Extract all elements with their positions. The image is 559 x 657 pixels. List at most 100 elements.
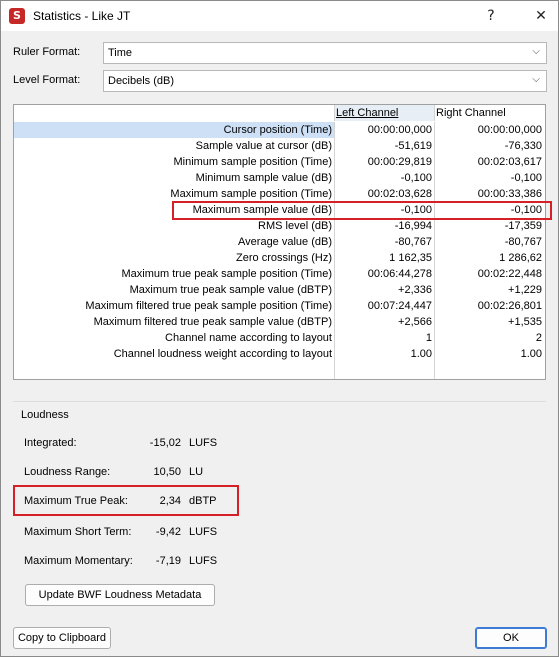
loudness-range-value: 10,50 [153,466,181,478]
right-channel-cell: 1 286,62 [434,250,544,266]
row-label: Maximum filtered true peak sample positi… [85,300,332,312]
right-channel-cell: +1,229 [434,282,544,298]
empty-table-row [14,362,545,378]
header-blank [14,105,334,121]
left-channel-cell: +2,566 [334,314,434,330]
left-channel-cell: 1.00 [334,346,434,362]
right-channel-cell: 00:00:00,000 [434,122,544,138]
table-row[interactable]: Maximum sample position (Time) 00:02:03,6… [14,186,545,202]
row-label: Maximum filtered true peak sample value … [93,316,332,328]
chevron-down-icon: ⌵ [532,46,540,57]
ruler-format-label: Ruler Format: [13,46,81,58]
row-label: Channel name according to layout [165,332,332,344]
row-label: Maximum sample value (dB) [192,204,332,216]
right-channel-cell: 00:02:26,801 [434,298,544,314]
header-right-channel[interactable]: Right Channel [434,105,544,121]
empty-table-row [14,378,545,379]
table-row[interactable]: Sample value at cursor (dB) -51,619 -76,33… [14,138,545,154]
right-channel-cell: -17,359 [434,218,544,234]
empty-cell [334,362,434,378]
left-channel-cell: 1 162,35 [334,250,434,266]
right-channel-cell: -0,100 [434,202,544,218]
left-channel-cell: -16,994 [334,218,434,234]
right-channel-cell: 1.00 [434,346,544,362]
left-channel-cell: 00:00:29,819 [334,154,434,170]
level-format-select[interactable]: Decibels (dB) ⌵ [103,70,547,92]
table-row[interactable]: Maximum true peak sample position (Time)… [14,266,545,282]
left-channel-cell: -0,100 [334,170,434,186]
ruler-format-value: Time [108,47,133,59]
loudness-range-label: Loudness Range: [24,466,111,478]
integrated-value: -15,02 [149,437,181,449]
close-button[interactable]: ✕ [535,8,547,24]
table-header-row: Left Channel Right Channel [14,105,545,121]
right-channel-cell: -0,100 [434,170,544,186]
table-row[interactable]: Maximum true peak sample value (dBTP) +2,… [14,282,545,298]
help-button[interactable]: ? [487,8,495,24]
title-bar: S Statistics - Like JT ? ✕ [1,1,558,31]
table-row[interactable]: Average value (dB) -80,767 -80,767 [14,234,545,250]
left-channel-cell: 00:02:03,628 [334,186,434,202]
table-row[interactable]: Minimum sample value (dB) -0,100 -0,100 [14,170,545,186]
window-title: Statistics - Like JT [33,9,131,23]
max-short-term-unit: LUFS [189,526,218,538]
right-channel-cell: -80,767 [434,234,544,250]
loudness-title: Loudness [21,409,69,421]
left-channel-cell: -51,619 [334,138,434,154]
max-short-term-label: Maximum Short Term: [24,526,132,538]
row-label: RMS level (dB) [258,220,332,232]
integrated-label: Integrated: [24,437,77,449]
chevron-down-icon: ⌵ [532,74,540,85]
loudness-range-unit: LU [189,466,204,478]
row-label: Zero crossings (Hz) [236,252,332,264]
table-row[interactable]: Minimum sample position (Time) 00:00:29,8… [14,154,545,170]
row-label: Average value (dB) [238,236,332,248]
level-format-value: Decibels (dB) [108,75,175,87]
right-channel-cell: 00:00:33,386 [434,186,544,202]
max-momentary-value: -7,19 [155,555,181,567]
table-row[interactable]: Cursor position (Time) 00:00:00,000 00:00:… [14,122,545,138]
table-row[interactable]: Zero crossings (Hz) 1 162,35 1 286,62 [14,250,545,266]
max-true-peak-value: 2,34 [159,495,181,507]
statistics-table[interactable]: Left Channel Right Channel Cursor positi… [13,104,546,380]
empty-cell [14,378,334,379]
table-row[interactable]: Channel loudness weight according to lay… [14,346,545,362]
left-channel-cell: 00:00:00,000 [334,122,434,138]
empty-cell [14,362,334,378]
right-channel-cell: 00:02:22,448 [434,266,544,282]
max-momentary-label: Maximum Momentary: [24,555,133,567]
loudness-group [13,401,546,615]
table-row[interactable]: Maximum filtered true peak sample value … [14,314,545,330]
left-channel-cell: -0,100 [334,202,434,218]
empty-cell [434,378,544,379]
app-logo-icon: S [9,8,25,24]
max-momentary-unit: LUFS [189,555,218,567]
ruler-format-select[interactable]: Time ⌵ [103,42,547,64]
integrated-unit: LUFS [189,437,218,449]
left-channel-cell: 00:07:24,447 [334,298,434,314]
row-label: Channel loudness weight according to lay… [113,348,332,360]
right-channel-cell: 2 [434,330,544,346]
max-true-peak-unit: dBTP [189,495,217,507]
update-bwf-loudness-button[interactable]: Update BWF Loudness Metadata [25,584,215,606]
right-channel-cell: 00:02:03,617 [434,154,544,170]
table-row[interactable]: Maximum sample value (dB) -0,100 -0,100 [14,202,545,218]
max-true-peak-highlight [13,485,239,516]
table-row[interactable]: Channel name according to layout 1 2 [14,330,545,346]
max-true-peak-label: Maximum True Peak: [24,495,128,507]
ok-button[interactable]: OK [475,627,547,649]
row-label: Maximum true peak sample position (Time) [121,268,333,280]
empty-cell [334,378,434,379]
copy-to-clipboard-button[interactable]: Copy to Clipboard [13,627,111,649]
row-label: Sample value at cursor (dB) [195,140,332,152]
table-row[interactable]: RMS level (dB) -16,994 -17,359 [14,218,545,234]
left-channel-cell: +2,336 [334,282,434,298]
header-left-channel[interactable]: Left Channel [334,105,434,121]
table-row[interactable]: Maximum filtered true peak sample positi… [14,298,545,314]
right-channel-cell: -76,330 [434,138,544,154]
row-label: Maximum sample position (Time) [170,188,332,200]
row-label: Minimum sample position (Time) [173,156,332,168]
row-label: Maximum true peak sample value (dBTP) [129,284,332,296]
left-channel-cell: -80,767 [334,234,434,250]
max-short-term-value: -9,42 [155,526,181,538]
